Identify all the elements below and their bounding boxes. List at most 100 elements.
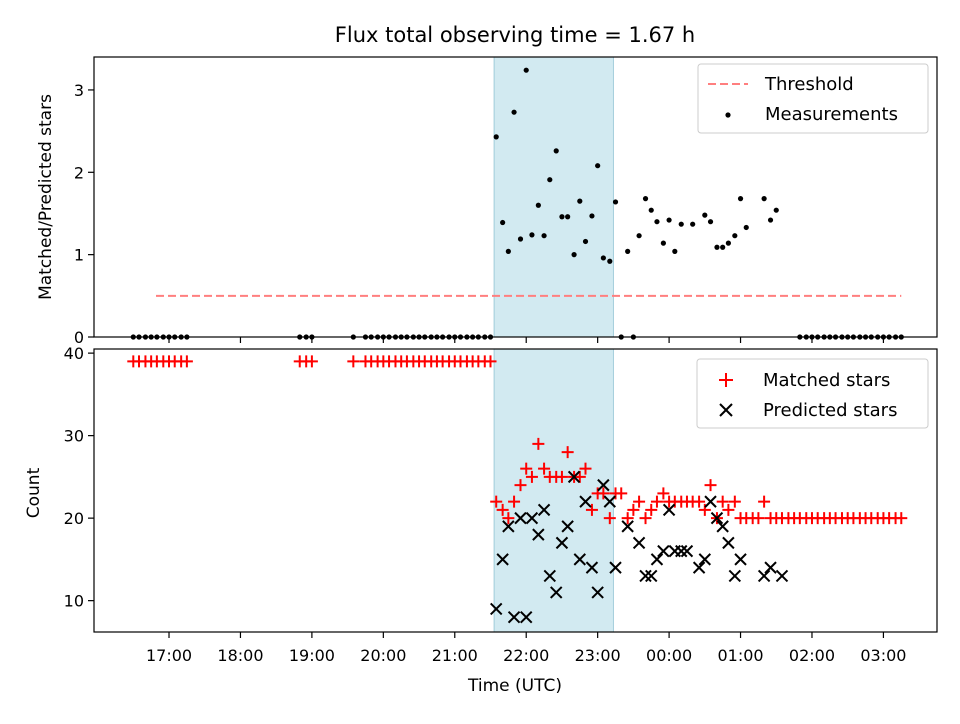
measurement-point (612, 199, 619, 205)
measurement-point (702, 212, 708, 218)
xtick-label-19:00: 19:00 (289, 646, 335, 665)
axes-frame-top (93, 56, 938, 338)
matched-point (579, 462, 592, 475)
panel-bottom-counts: 10 20 30 40 17:00 18:00 19:00 20:00 21:00 22:00 2… (24, 344, 938, 696)
legend-matched-swatch (719, 373, 733, 387)
matched-point (555, 470, 568, 483)
predicted-point (734, 553, 747, 566)
top-ytick-label-1: 1 (74, 246, 84, 265)
measurement-point (529, 232, 535, 238)
matched-point (347, 355, 360, 368)
x-axis-bottom: 17:00 18:00 19:00 20:00 21:00 22:00 23:00 00:00… (146, 632, 906, 665)
predicted-point (716, 520, 729, 533)
matched-point (895, 512, 908, 525)
predicted-point (609, 561, 622, 574)
legend-box-top (697, 63, 929, 134)
bot-ytick-label-40: 40 (64, 344, 84, 363)
measurement-point (493, 134, 499, 140)
measurement-point (767, 217, 774, 223)
matched-point (722, 503, 735, 516)
matched-point (615, 487, 628, 500)
matched-point (645, 503, 658, 516)
measurement-point (582, 238, 589, 245)
legend-matched-label: Matched stars (763, 370, 890, 391)
measurement-point (654, 219, 660, 225)
matched-point (603, 512, 616, 525)
matched-point (525, 470, 538, 483)
predicted-point (775, 569, 789, 583)
predicted-point (543, 569, 556, 583)
matched-point (532, 437, 545, 450)
predicted-point (662, 503, 676, 517)
matched-point (639, 512, 652, 525)
matched-point (716, 495, 729, 508)
measurement-point (714, 244, 720, 250)
measurement-point (672, 248, 678, 254)
predicted-point (645, 569, 658, 583)
measurement-point (707, 219, 714, 225)
measurement-point (523, 67, 529, 73)
matched-point (693, 495, 706, 508)
predicted-point (603, 495, 617, 508)
legend-predicted-label: Predicted stars (763, 400, 897, 421)
measurement-point (565, 214, 571, 220)
measurement-point (517, 236, 524, 242)
measurement-point (511, 109, 517, 115)
matched-point (502, 512, 515, 525)
measurement-point (761, 196, 767, 202)
measurement-point (773, 207, 779, 213)
measurement-point (737, 196, 744, 202)
top-ytick-label-0: 0 (74, 328, 84, 347)
legend-bottom: Matched stars Predicted stars (696, 358, 929, 429)
measurement-point (642, 196, 649, 202)
predicted-point (520, 610, 533, 624)
measurement-point (577, 198, 583, 204)
matched-point (597, 487, 610, 500)
predicted-point (692, 561, 706, 574)
xtick-label-18:00: 18:00 (217, 646, 263, 665)
predicted-point (675, 544, 688, 558)
measurement-point (690, 221, 696, 227)
predicted-point (704, 495, 717, 508)
matched-point (657, 487, 670, 500)
y-axis-top: 0 1 2 3 (74, 81, 94, 347)
bot-ytick-label-20: 20 (64, 509, 84, 528)
legend-measurements-label: Measurements (765, 104, 898, 125)
measurement-point (589, 213, 595, 219)
plot-area-bottom (127, 355, 908, 624)
xtick-label-03:00: 03:00 (860, 646, 906, 665)
predicted-point (710, 511, 724, 525)
legend-top: Threshold Measurements (697, 63, 929, 134)
predicted-point (757, 569, 771, 583)
legend-threshold-label: Threshold (764, 74, 854, 95)
matched-point (650, 495, 663, 508)
predicted-point (680, 544, 694, 558)
predicted-point (567, 470, 581, 484)
chart-title: Flux total observing time = 1.67 h (335, 23, 695, 47)
predicted-point (502, 520, 515, 533)
predicted-point (722, 536, 735, 550)
matched-point (752, 512, 765, 525)
predicted-point (573, 553, 587, 566)
matched-point (520, 462, 533, 475)
predicted-point (496, 553, 509, 566)
measurement-point (500, 219, 506, 226)
measurement-point (720, 244, 726, 250)
measurement-point (666, 217, 672, 223)
predicted-point (507, 610, 521, 624)
predicted-point (591, 586, 604, 599)
measurement-point (607, 258, 613, 264)
measurement-point (725, 240, 731, 246)
xtick-label-21:00: 21:00 (432, 646, 478, 665)
matched-point (698, 503, 711, 516)
xtick-label-00:00: 00:00 (646, 646, 692, 665)
predicted-point (764, 561, 777, 574)
predicted-point (514, 511, 527, 525)
measurement-point (743, 224, 749, 231)
predicted-point (650, 553, 664, 566)
y-axis-bottom: 10 20 30 40 (64, 344, 94, 611)
measurement-point (541, 233, 547, 239)
xtick-label-23:00: 23:00 (575, 646, 621, 665)
measurement-point (678, 221, 684, 227)
top-ytick-label-2: 2 (74, 163, 84, 182)
